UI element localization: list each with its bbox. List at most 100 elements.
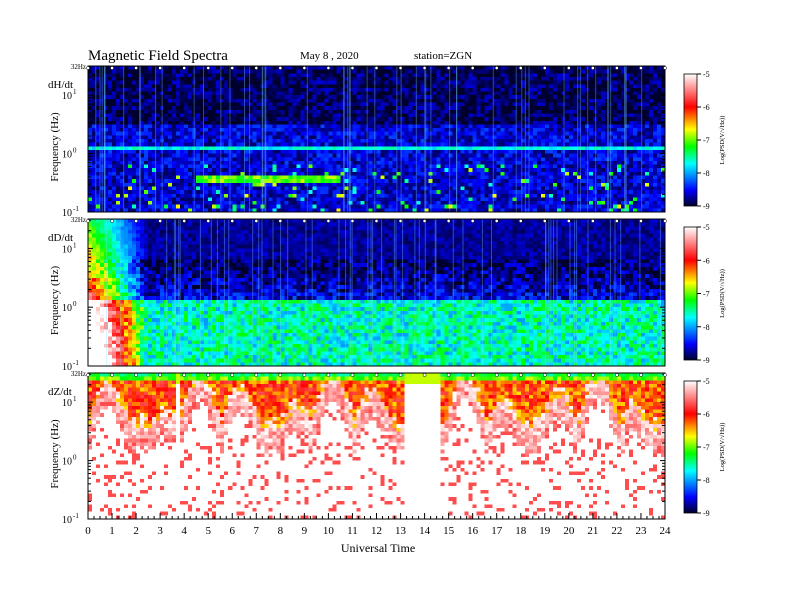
spectrogram-cell — [396, 153, 401, 158]
spectrogram-cell — [276, 80, 281, 85]
spectrogram-cell — [172, 197, 177, 202]
spectrogram-cell — [272, 106, 277, 111]
spectrogram-cell — [232, 171, 237, 176]
spectrogram-cell — [556, 175, 562, 180]
spectrogram-cell — [344, 201, 349, 206]
spectrogram-cell — [172, 87, 177, 92]
spectrogram-cell — [216, 164, 221, 169]
spectrogram-cell — [372, 117, 377, 122]
spectrogram-cell — [140, 186, 145, 191]
spectrogram-cell — [268, 98, 273, 103]
spectrogram-cell — [128, 186, 133, 191]
spectrogram-cell — [556, 182, 562, 187]
spectrogram-cell — [288, 139, 293, 144]
spectrogram-cell — [128, 175, 133, 180]
spectrogram-cell — [188, 164, 193, 169]
spectrogram-cell — [232, 69, 237, 74]
spectrogram-cell — [440, 113, 446, 118]
spectrogram-cell — [456, 179, 462, 184]
spectrogram-cell — [376, 171, 381, 176]
spectrogram-cell — [96, 87, 101, 92]
spectrogram-cell — [100, 149, 105, 154]
spectrogram-cell — [144, 95, 149, 100]
spectrogram-cell — [500, 149, 506, 154]
spectrogram-cell — [440, 106, 446, 111]
spectrogram-cell — [348, 149, 353, 154]
spectrogram-cell — [468, 168, 474, 173]
spectrogram-cell — [352, 182, 357, 187]
spectrogram-cell — [484, 160, 490, 165]
spectrogram-cell — [516, 193, 522, 198]
spectrogram-cell — [580, 117, 586, 122]
spectrogram-cell — [440, 131, 446, 136]
spectrogram-cell — [296, 179, 301, 184]
spectrogram-cell — [200, 124, 205, 129]
spectrogram-cell — [192, 102, 197, 107]
spectrogram-cell — [160, 117, 165, 122]
spectrogram-cell — [560, 76, 566, 81]
spectrogram-cell — [372, 197, 377, 202]
spectrogram-cell — [268, 91, 273, 96]
spectrogram-cell — [420, 142, 425, 147]
spectrogram-cell — [356, 117, 361, 122]
spectrogram-cell — [352, 87, 357, 92]
spectrogram-cell — [416, 171, 421, 176]
spectrogram-cell — [116, 84, 121, 89]
spectrogram-cell — [124, 124, 129, 129]
spectrogram-cell — [300, 98, 305, 103]
spectrogram-cell — [408, 142, 413, 147]
spectrogram-cell — [432, 204, 438, 209]
spectrogram-cell — [296, 128, 301, 133]
spectrogram-cell — [172, 157, 177, 162]
spectrogram-cell — [116, 95, 121, 100]
spectrogram-cell — [440, 149, 446, 154]
spectrogram-cell — [416, 69, 421, 74]
spectrogram-cell — [144, 120, 149, 125]
spectrogram-cell — [560, 160, 566, 165]
spectrogram-cell — [320, 131, 325, 136]
spectrogram-cell — [248, 131, 253, 136]
spectrogram-cell — [572, 128, 578, 133]
spectrogram-cell — [168, 157, 173, 162]
spectrogram-cell — [252, 160, 257, 165]
spectrogram-cell — [324, 76, 329, 81]
spectrogram-cell — [288, 186, 293, 191]
spectrogram-cell — [172, 80, 177, 85]
spectrogram-cell — [124, 139, 129, 144]
spectrogram-cell — [340, 87, 345, 92]
spectrogram-cell — [396, 76, 401, 81]
spectrogram-cell — [260, 146, 265, 151]
spectrogram-cell — [584, 91, 590, 96]
spectrogram-cell — [548, 128, 554, 133]
spectrogram-cell — [148, 76, 153, 81]
spectrogram-cell — [392, 197, 397, 202]
spectrogram-cell — [92, 131, 97, 136]
spectrogram-cell — [288, 146, 293, 151]
spectrogram-cell — [220, 135, 225, 140]
spectrogram-cell — [200, 164, 205, 169]
spectrogram-cell — [416, 182, 421, 187]
spectrogram-cell — [284, 193, 289, 198]
spectrogram-cell — [480, 117, 486, 122]
spectrogram-cell — [228, 157, 233, 162]
spectrogram-cell — [224, 76, 229, 81]
spectrogram-cell — [216, 153, 221, 158]
spectrogram-cell — [176, 87, 181, 92]
spectrogram-cell — [308, 190, 313, 195]
spectrogram-cell — [296, 146, 301, 151]
spectrogram-cell — [152, 113, 157, 118]
spectrogram-cell — [464, 142, 470, 147]
spectrogram-cell — [572, 197, 578, 202]
spectrogram-cell — [256, 171, 261, 176]
spectrogram-cell — [316, 128, 321, 133]
spectrogram-cell — [176, 128, 181, 133]
spectrogram-cell — [168, 135, 173, 140]
spectrogram-cell — [272, 87, 277, 92]
spectrogram-cell — [236, 168, 241, 173]
spectrogram-cell — [396, 208, 401, 213]
figure-title: Magnetic Field Spectra — [88, 48, 228, 64]
spectrogram-cell — [424, 146, 429, 151]
spectrogram-cell — [364, 124, 369, 129]
spectrogram-cell — [172, 190, 177, 195]
spectrogram-cell — [372, 204, 377, 209]
